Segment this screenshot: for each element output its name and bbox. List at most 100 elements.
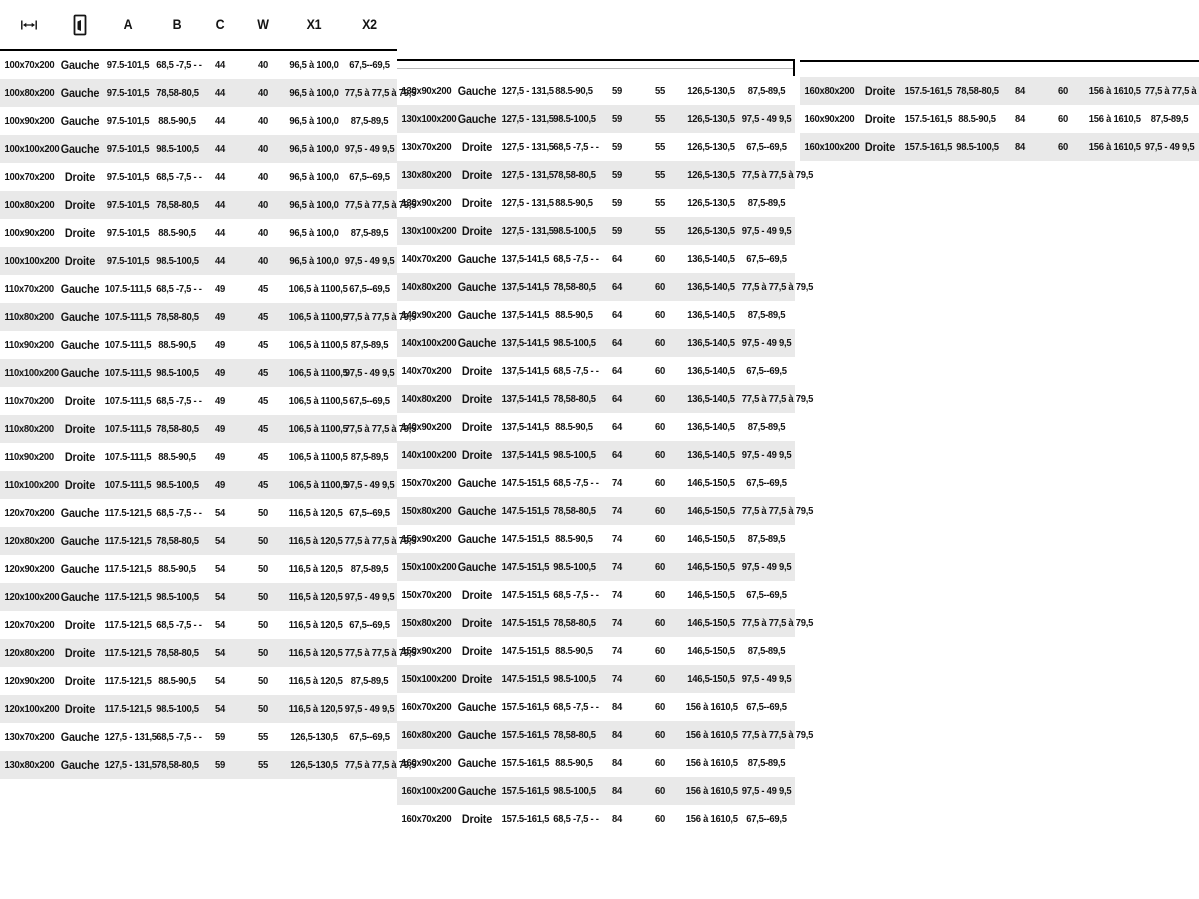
cell-b: 98.5-100,5 xyxy=(553,337,596,349)
cell-b: 98.5-100,5 xyxy=(956,141,999,153)
cell-c: 49 xyxy=(215,423,225,435)
cell-size: 160x70x200 xyxy=(401,701,452,713)
cell-x2: 77,5 à 77,5 à 79,5 xyxy=(741,281,814,293)
cell-w: 55 xyxy=(655,169,665,181)
cell-w: 60 xyxy=(655,589,665,601)
cell-b: 78,58-80,5 xyxy=(553,505,596,517)
cell-size: 110x90x200 xyxy=(4,339,55,351)
table-row: 160x70x200 Droite 157.5-161,5 68,5 -7,5 - -… xyxy=(397,805,795,833)
cell-x1: 136,5-140,5 xyxy=(687,365,735,377)
cell-w: 50 xyxy=(258,703,268,715)
cell-x2: 77,5 à 77,5 à 79,5 xyxy=(741,393,814,405)
cell-a: 147.5-151,5 xyxy=(501,561,550,573)
cell-direction: Gauche xyxy=(457,308,497,322)
cell-c: 44 xyxy=(215,59,225,71)
cell-direction: Droite xyxy=(461,448,493,462)
cell-size: 160x70x200 xyxy=(401,813,452,825)
cell-direction: Gauche xyxy=(60,58,100,72)
table-row: 130x90x200 Droite 127,5 - 131,5 88.5-90,5 59… xyxy=(397,189,795,217)
cell-a: 137,5-141,5 xyxy=(501,309,550,321)
cell-direction: Droite xyxy=(461,224,493,238)
cell-direction: Gauche xyxy=(60,590,100,604)
cell-b: 78,58-80,5 xyxy=(956,85,999,97)
cell-c: 84 xyxy=(612,785,622,797)
cell-direction: Gauche xyxy=(60,506,100,520)
cell-b: 68,5 -7,5 - - xyxy=(156,171,202,183)
cell-x1: 96,5 à 100,0 xyxy=(289,59,339,71)
cell-b: 78,58-80,5 xyxy=(553,729,596,741)
table-row: 100x80x200 Droite 97.5-101,5 78,58-80,5 44 40… xyxy=(0,191,416,219)
table-row: 160x90x200 Gauche 157.5-161,5 88.5-90,5 84 60… xyxy=(397,749,795,777)
cell-x1: 146,5-150,5 xyxy=(687,533,735,545)
cell-a: 127,5 - 131,5 xyxy=(501,141,554,153)
cell-b: 68,5 -7,5 - - xyxy=(553,141,599,153)
cell-w: 60 xyxy=(655,561,665,573)
cell-a: 97.5-101,5 xyxy=(106,59,150,71)
cell-direction: Gauche xyxy=(60,282,100,296)
cell-a: 117.5-121,5 xyxy=(104,675,152,687)
width-icon xyxy=(0,19,58,31)
cell-b: 98.5-100,5 xyxy=(553,785,596,797)
cell-a: 127,5 - 131,5 xyxy=(501,225,554,237)
cell-x2: 67,5--69,5 xyxy=(746,477,787,489)
cell-b: 88.5-90,5 xyxy=(555,533,593,545)
cell-a: 157.5-161,5 xyxy=(904,113,953,125)
cell-size: 120x90x200 xyxy=(4,563,55,575)
cell-b: 78,58-80,5 xyxy=(156,199,199,211)
table-row: 100x80x200 Gauche 97.5-101,5 78,58-80,5 44 40… xyxy=(0,79,416,107)
table-row: 160x90x200 Droite 157.5-161,5 88.5-90,5 84 60… xyxy=(800,105,1199,133)
cell-size: 130x70x200 xyxy=(4,731,55,743)
cell-a: 127,5 - 131,5 xyxy=(501,197,554,209)
cell-size: 110x100x200 xyxy=(4,479,60,491)
cell-w: 55 xyxy=(655,113,665,125)
cell-b: 68,5 -7,5 - - xyxy=(156,619,202,631)
cell-b: 68,5 -7,5 - - xyxy=(553,477,599,489)
cell-x2: 67,5--69,5 xyxy=(746,141,787,153)
cell-b: 78,58-80,5 xyxy=(156,423,199,435)
cell-direction: Droite xyxy=(461,420,493,434)
cell-size: 110x80x200 xyxy=(4,311,55,323)
cell-direction: Droite xyxy=(461,644,493,658)
table-row: 130x80x200 Droite 127,5 - 131,5 78,58-80,5 5… xyxy=(397,161,813,189)
cell-direction: Gauche xyxy=(60,562,100,576)
cell-c: 64 xyxy=(612,365,622,377)
column-header-b: B xyxy=(172,17,182,32)
cell-b: 68,5 -7,5 - - xyxy=(156,731,202,743)
cell-a: 107.5-111,5 xyxy=(104,283,152,295)
cell-x1: 116,5 à 120,5 xyxy=(288,647,343,659)
cell-a: 97.5-101,5 xyxy=(106,171,150,183)
cell-x2: 67,5--69,5 xyxy=(746,253,787,265)
cell-size: 160x100x200 xyxy=(401,785,457,797)
cell-w: 60 xyxy=(655,309,665,321)
cell-b: 68,5 -7,5 - - xyxy=(553,813,599,825)
cell-size: 150x100x200 xyxy=(401,561,457,573)
cell-x2: 87,5-89,5 xyxy=(350,227,389,239)
cell-x1: 136,5-140,5 xyxy=(687,393,735,405)
cell-c: 84 xyxy=(612,701,622,713)
cell-c: 59 xyxy=(215,759,225,771)
cell-x1: 126,5-130,5 xyxy=(290,731,338,743)
cell-w: 60 xyxy=(655,393,665,405)
cell-a: 157.5-161,5 xyxy=(501,701,550,713)
cell-size: 140x90x200 xyxy=(401,421,452,433)
cell-x2: 97,5 - 49 9,5 xyxy=(741,225,792,237)
cell-x1: 106,5 à 1100,5 xyxy=(288,339,348,351)
cell-size: 130x100x200 xyxy=(401,225,457,237)
cell-a: 117.5-121,5 xyxy=(104,535,152,547)
cell-c: 64 xyxy=(612,309,622,321)
cell-c: 74 xyxy=(612,617,622,629)
cell-c: 54 xyxy=(215,507,225,519)
cell-direction: Gauche xyxy=(60,758,100,772)
table-row: 160x80x200 Gauche 157.5-161,5 78,58-80,5 84 6… xyxy=(397,721,813,749)
cell-w: 60 xyxy=(655,449,665,461)
cell-c: 59 xyxy=(215,731,225,743)
cell-direction: Droite xyxy=(64,170,96,184)
table-row: 140x80x200 Gauche 137,5-141,5 78,58-80,5 64 6… xyxy=(397,273,814,301)
table-row: 110x90x200 Gauche 107.5-111,5 88.5-90,5 49 45… xyxy=(0,331,397,359)
cell-c: 59 xyxy=(612,197,622,209)
cell-x1: 136,5-140,5 xyxy=(687,281,735,293)
cell-a: 147.5-151,5 xyxy=(501,477,550,489)
cell-b: 68,5 -7,5 - - xyxy=(553,253,599,265)
cell-x1: 106,5 à 1100,5 xyxy=(288,479,348,491)
cell-x1: 136,5-140,5 xyxy=(687,253,735,265)
